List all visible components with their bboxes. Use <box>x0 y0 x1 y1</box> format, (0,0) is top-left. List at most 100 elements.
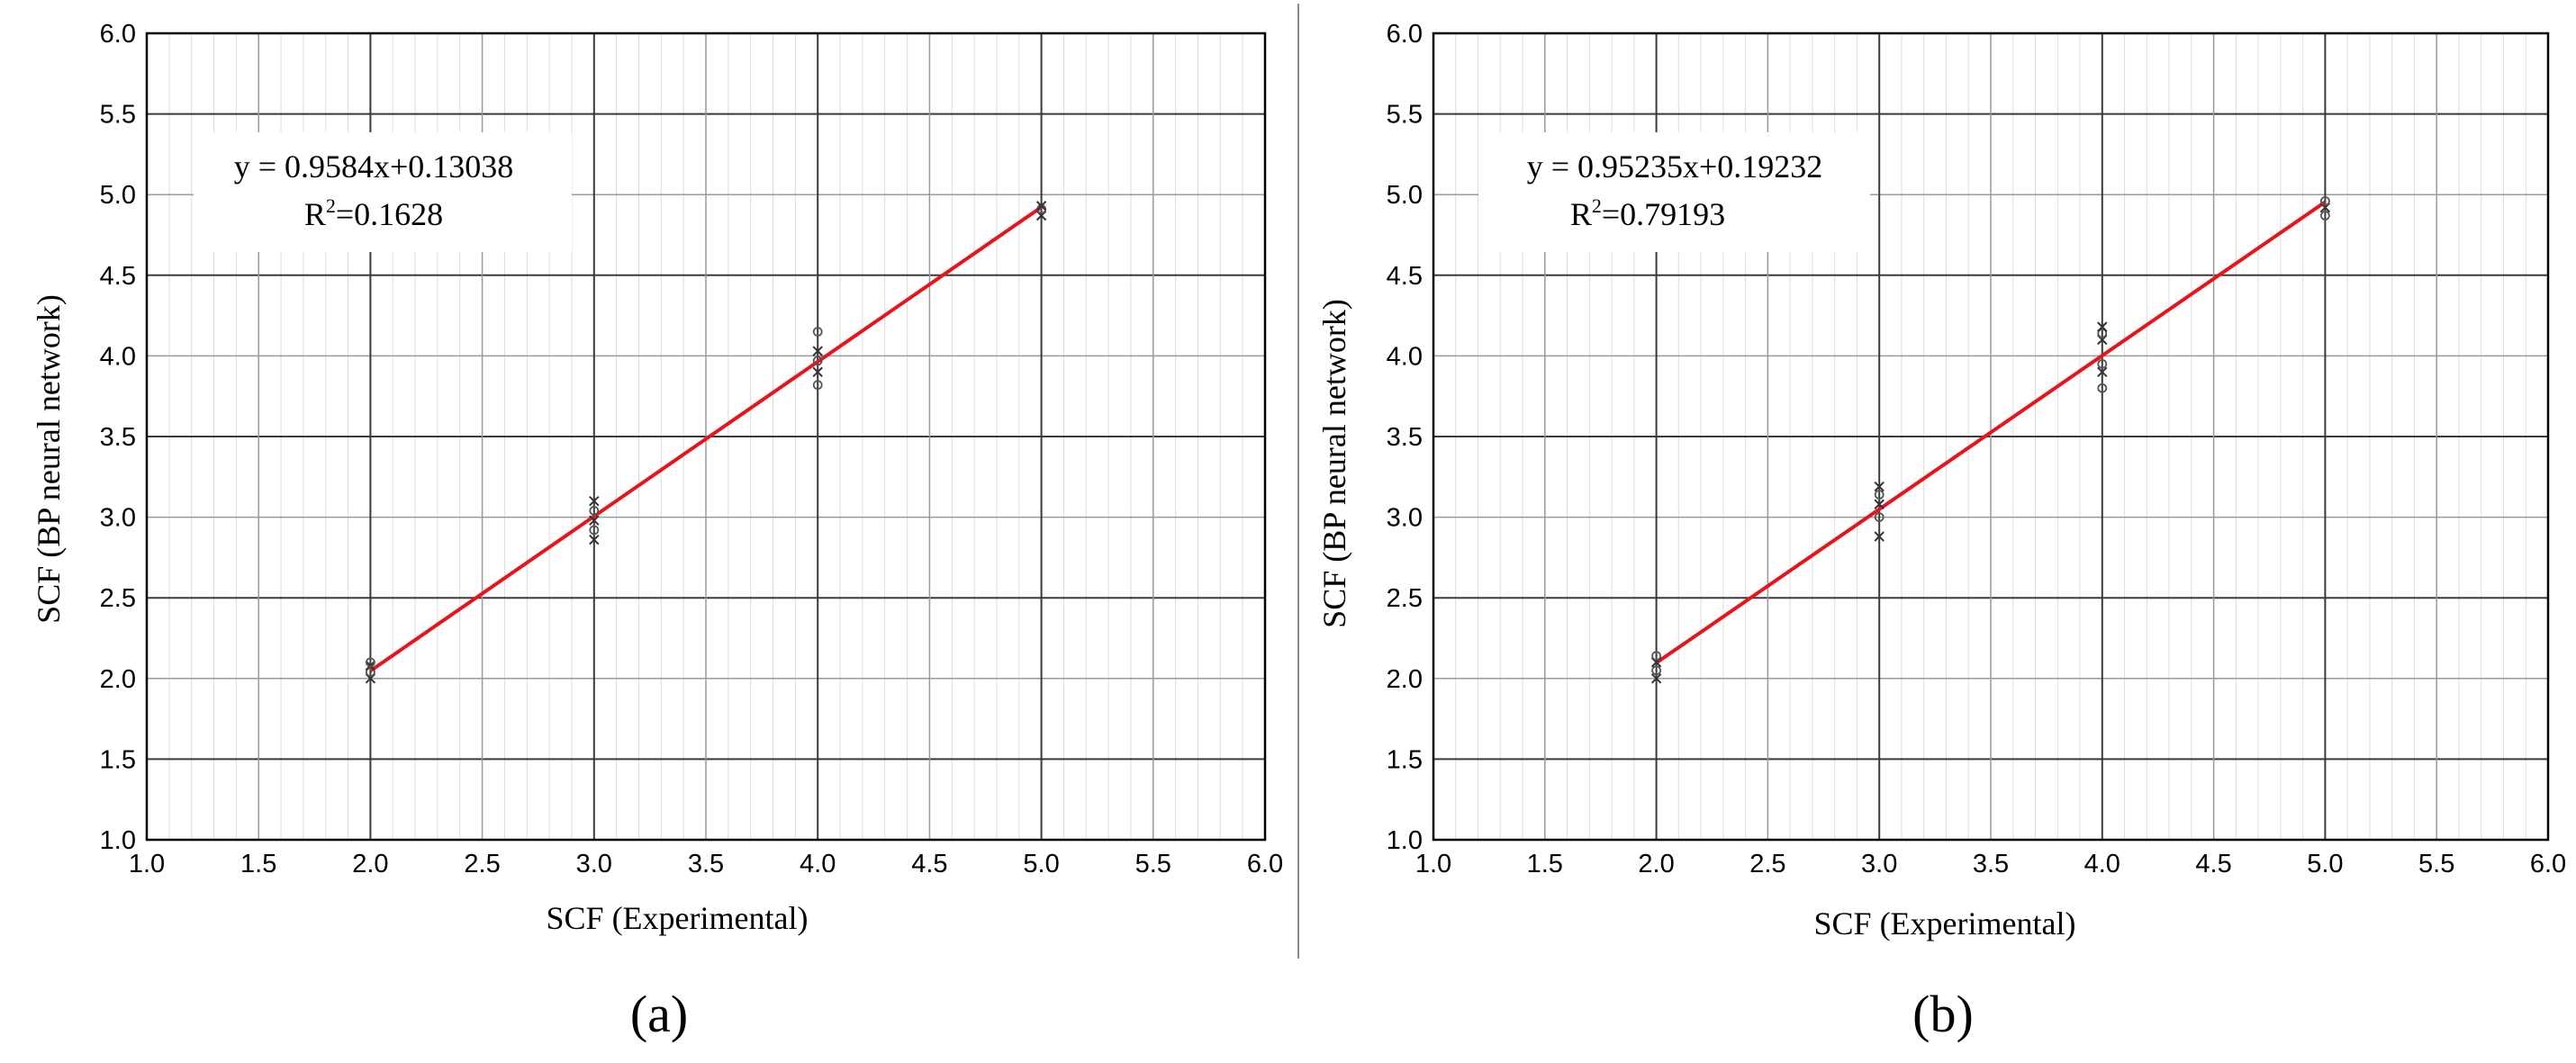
y-tick-label: 6.0 <box>1387 20 1423 49</box>
data-point <box>589 534 600 545</box>
data-point <box>812 380 823 391</box>
data-point <box>2097 358 2108 369</box>
panel-label-a: (a) <box>630 985 688 1043</box>
x-axis-label: SCF (Experimental) <box>547 900 809 936</box>
r-squared-value: =0.79193 <box>1602 196 1725 232</box>
regression-equation: y = 0.9584x+0.13038 <box>234 149 514 185</box>
y-tick-label: 5.0 <box>100 181 136 210</box>
r-squared-value: =0.1628 <box>336 196 443 232</box>
r-squared-label: R2=0.1628 <box>304 194 443 232</box>
x-tick-label: 6.0 <box>2530 850 2566 878</box>
y-tick-label: 2.5 <box>100 584 136 613</box>
x-tick-labels: 1.0 1.5 2.0 2.5 3.0 3.5 4.0 4.5 5.0 5.5 6.0 <box>1415 850 2566 878</box>
plot-frame <box>1432 32 2550 842</box>
data-point <box>589 515 600 526</box>
x-axis-label: SCF (Experimental) <box>1814 905 2076 941</box>
equation-box <box>1478 132 1870 252</box>
data-point <box>2319 195 2330 206</box>
y-tick-label: 2.0 <box>100 665 136 694</box>
x-tick-label: 6.0 <box>1247 850 1283 878</box>
x-tick-labels: 1.0 1.5 2.0 2.5 3.0 3.5 4.0 4.5 5.0 5.5 6.0 <box>129 850 1283 878</box>
y-tick-label: 1.0 <box>100 826 136 855</box>
data-point <box>812 327 823 337</box>
y-tick-label: 2.0 <box>1387 665 1423 694</box>
y-tick-label: 1.5 <box>100 745 136 774</box>
data-point <box>589 495 600 507</box>
y-tick-label: 5.5 <box>1387 101 1423 130</box>
y-tick-label: 4.5 <box>1387 262 1423 291</box>
y-tick-label: 4.0 <box>100 342 136 371</box>
data-point <box>589 506 600 516</box>
y-tick-label: 6.0 <box>100 20 136 49</box>
data-point <box>812 346 823 356</box>
x-tick-label: 3.5 <box>688 850 724 878</box>
data-point <box>1874 499 1885 509</box>
y-axis-label: SCF (BP neural network) <box>1316 299 1352 628</box>
x-tick-label: 2.5 <box>1749 850 1785 878</box>
data-point <box>2319 211 2330 221</box>
data-point <box>1874 512 1885 522</box>
x-tick-label: 1.5 <box>240 850 276 878</box>
x-tick-label: 3.5 <box>1973 850 2009 878</box>
data-points <box>1650 195 2331 684</box>
data-point <box>1874 531 1885 542</box>
chart-panel-a: y = 0.9584x+0.13038 R2=0.1628 1.0 1.5 2.0 2… <box>31 20 1283 1043</box>
x-tick-label: 1.0 <box>129 850 165 878</box>
data-point <box>1651 651 1661 662</box>
r-squared-symbol: R <box>304 196 326 232</box>
y-axis-label: SCF (BP neural network) <box>31 294 67 624</box>
x-tick-label: 5.0 <box>1023 850 1059 878</box>
y-tick-label: 4.0 <box>1387 342 1423 371</box>
regression-equation: y = 0.95235x+0.19232 <box>1527 149 1823 185</box>
y-tick-labels: 1.0 1.5 2.0 2.5 3.0 3.5 4.0 4.5 5.0 5.5 6.0 <box>1387 20 1423 855</box>
data-point <box>1874 490 1885 500</box>
r-squared-label: R2=0.79193 <box>1570 194 1725 232</box>
x-tick-label: 4.0 <box>2084 850 2120 878</box>
data-point <box>812 366 823 378</box>
y-tick-labels: 1.0 1.5 2.0 2.5 3.0 3.5 4.0 4.5 5.0 5.5 6.0 <box>100 20 136 855</box>
data-point <box>1651 665 1661 676</box>
x-tick-label: 4.5 <box>911 850 947 878</box>
x-tick-label: 5.5 <box>1135 850 1171 878</box>
data-point <box>2097 321 2108 332</box>
y-tick-label: 5.5 <box>100 101 136 130</box>
r-squared-superscript: 2 <box>326 194 336 217</box>
x-tick-label: 3.0 <box>576 850 612 878</box>
data-point <box>2097 383 2108 393</box>
y-tick-label: 3.0 <box>1387 504 1423 533</box>
data-point <box>589 525 600 536</box>
data-point <box>1650 673 1662 684</box>
data-point <box>1874 481 1885 492</box>
panel-label-b: (b) <box>1912 985 1974 1043</box>
equation-annotation: y = 0.9584x+0.13038 R2=0.1628 <box>194 132 572 252</box>
y-tick-label: 3.5 <box>1387 423 1423 452</box>
x-tick-label: 2.0 <box>1638 850 1674 878</box>
x-tick-label: 1.0 <box>1415 850 1451 878</box>
y-tick-label: 3.0 <box>100 504 136 533</box>
x-tick-label: 4.5 <box>2195 850 2231 878</box>
data-point <box>365 657 375 668</box>
data-point <box>1035 201 1047 212</box>
x-tick-label: 4.0 <box>800 850 836 878</box>
x-tick-label: 2.0 <box>352 850 388 878</box>
data-points <box>365 201 1047 684</box>
x-tick-label: 1.5 <box>1527 850 1563 878</box>
chart-panel-b: y = 0.95235x+0.19232 R2=0.79193 1.0 1.5 2.… <box>1316 20 2566 1043</box>
data-point <box>2097 366 2108 378</box>
r-squared-symbol: R <box>1570 196 1592 232</box>
regression-line <box>1655 200 2327 665</box>
r-squared-superscript: 2 <box>1592 194 1602 217</box>
y-tick-label: 1.5 <box>1387 745 1423 774</box>
y-tick-label: 1.0 <box>1387 826 1423 855</box>
data-point <box>2097 328 2108 338</box>
regression-line <box>369 205 1043 672</box>
data-point <box>365 667 375 678</box>
data-point <box>365 660 376 671</box>
x-tick-label: 5.0 <box>2307 850 2343 878</box>
equation-box <box>194 132 572 252</box>
x-tick-label: 2.5 <box>464 850 500 878</box>
x-tick-label: 5.5 <box>2418 850 2454 878</box>
y-tick-label: 4.5 <box>100 262 136 291</box>
y-tick-label: 3.5 <box>100 423 136 452</box>
